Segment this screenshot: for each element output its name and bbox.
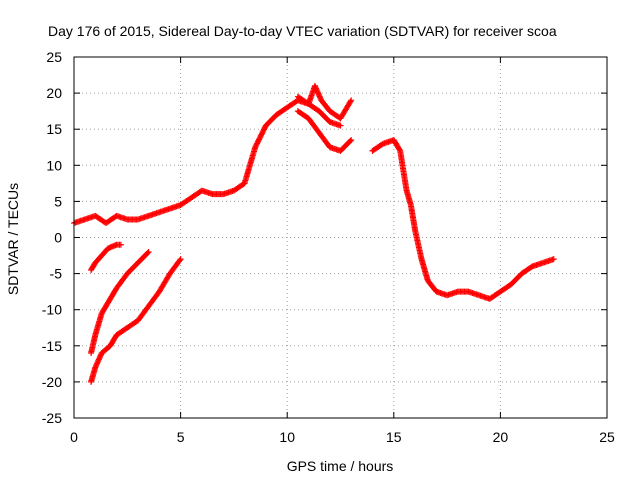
y-tick-label: -15 [42, 338, 62, 354]
y-tick-labels: -25 -20 -15 -10 -5 0 5 10 15 20 25 [42, 49, 62, 426]
x-axis-label: GPS time / hours [287, 458, 394, 474]
data-point [117, 241, 124, 248]
series-main-track-upper [294, 82, 355, 122]
data-point [176, 257, 183, 264]
y-tick-label: 5 [54, 193, 62, 209]
data-point [337, 122, 344, 129]
data-point [396, 146, 403, 153]
series-main-track [71, 97, 344, 227]
data-point [550, 256, 557, 263]
y-tick-label: 15 [46, 121, 62, 137]
x-tick-label: 20 [493, 429, 509, 445]
x-tick-label: 25 [599, 429, 615, 445]
chart-title: Day 176 of 2015, Sidereal Day-to-day VTE… [48, 23, 557, 39]
x-tick-label: 15 [386, 429, 402, 445]
data-point [144, 249, 151, 256]
series-arc-a [88, 241, 124, 273]
data-points [71, 82, 557, 385]
y-tick-label: -25 [42, 410, 62, 426]
x-tick-label: 5 [177, 429, 185, 445]
series-arc-c [88, 256, 184, 385]
y-tick-label: -20 [42, 374, 62, 390]
data-point [177, 256, 184, 263]
y-tick-label: 20 [46, 85, 62, 101]
data-point [145, 248, 152, 255]
y-tick-label: -5 [50, 266, 63, 282]
data-point [347, 98, 354, 105]
data-point [347, 138, 354, 145]
series-descent-track [369, 137, 557, 302]
series-arc-b [88, 248, 152, 357]
y-tick-label: 10 [46, 157, 62, 173]
x-tick-label: 10 [279, 429, 295, 445]
x-tick-label: 0 [70, 429, 78, 445]
plot-frame [73, 56, 608, 419]
grid [74, 57, 607, 418]
data-point [348, 97, 355, 104]
series-main-track-lower [294, 108, 355, 154]
y-tick-label: 0 [54, 230, 62, 246]
y-axis-label: SDTVAR / TECUs [5, 183, 21, 295]
axis-ticks [73, 56, 608, 419]
y-tick-label: 25 [46, 49, 62, 65]
x-tick-labels: 0 5 10 15 20 25 [70, 429, 615, 445]
data-point [348, 137, 355, 144]
y-tick-label: -10 [42, 302, 62, 318]
